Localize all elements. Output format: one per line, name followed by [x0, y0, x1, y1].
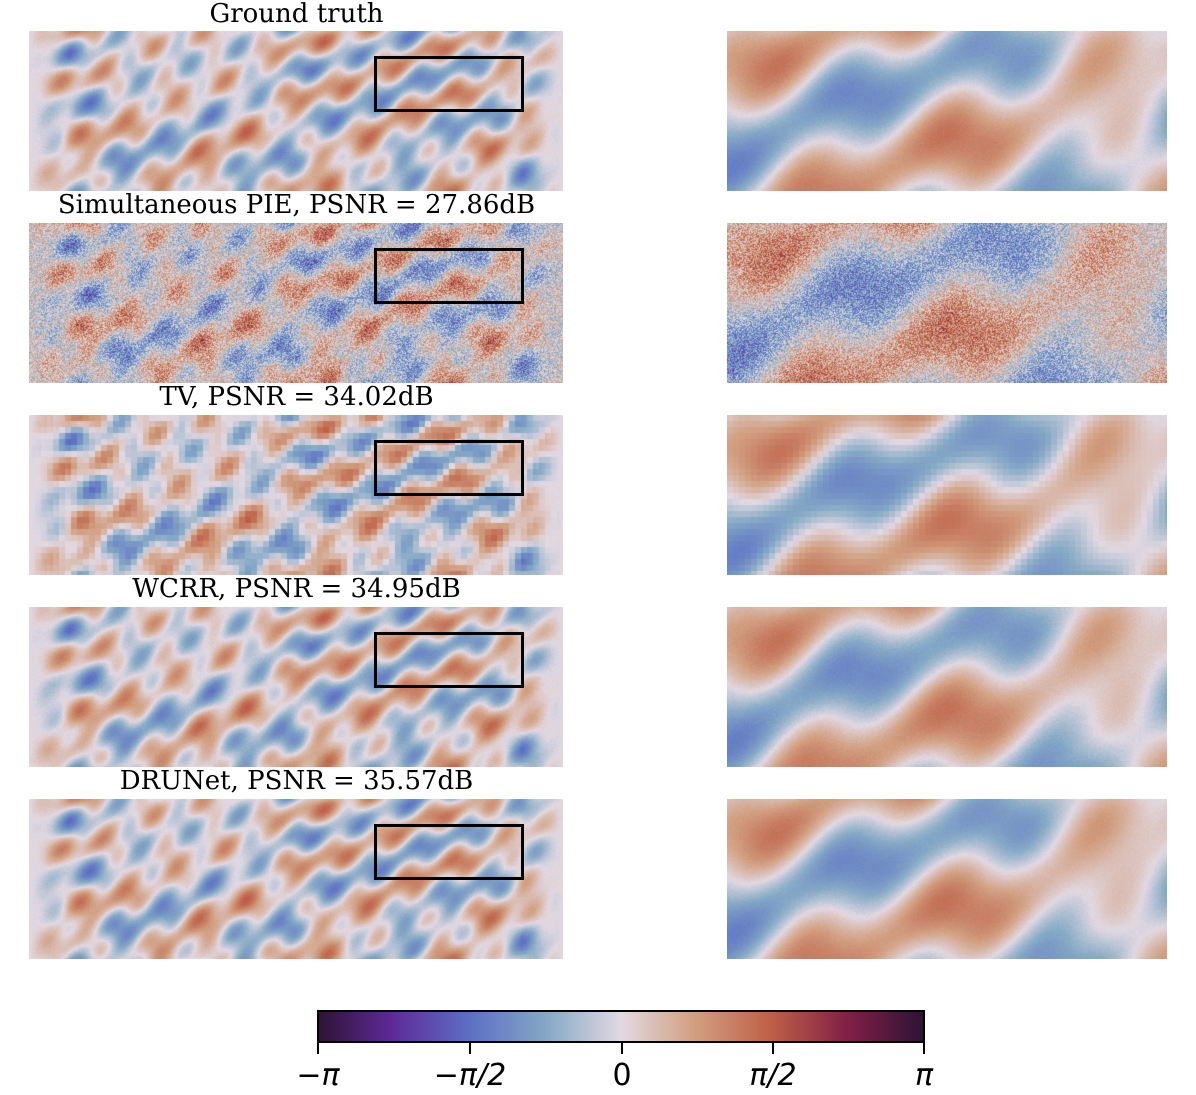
row-title-tv: TV, PSNR = 34.02dB	[159, 382, 434, 412]
colorbar-tick	[923, 1043, 925, 1054]
colorbar-tick-label: 0	[612, 1058, 632, 1093]
zoom-crop-simultaneous-pie	[727, 223, 1167, 383]
row-title-drunet: DRUNet, PSNR = 35.57dB	[119, 766, 474, 796]
colorbar-tick	[317, 1043, 319, 1054]
zoom-region-box	[374, 632, 524, 688]
zoom-crop-wcrr	[727, 607, 1167, 767]
colorbar-tick-label: π	[914, 1058, 934, 1093]
zoom-region-box	[374, 440, 524, 496]
row-title-wcrr: WCRR, PSNR = 34.95dB	[132, 574, 461, 604]
row-title-simultaneous-pie: Simultaneous PIE, PSNR = 27.86dB	[57, 190, 536, 220]
row-title-ground-truth: Ground truth	[209, 0, 384, 29]
zoom-crop-tv	[727, 415, 1167, 575]
colorbar-tick	[469, 1043, 471, 1054]
zoom-region-box	[374, 56, 524, 112]
colorbar-tick-label: −π/2	[433, 1058, 507, 1093]
zoom-region-box	[374, 824, 524, 880]
zoom-crop-ground-truth	[727, 31, 1167, 191]
colorbar-tick-label: −π	[296, 1058, 340, 1093]
colorbar-tick	[621, 1043, 623, 1054]
zoom-region-box	[374, 248, 524, 304]
zoom-crop-drunet	[727, 799, 1167, 959]
colorbar-tick	[772, 1043, 774, 1054]
colorbar	[317, 1010, 925, 1043]
colorbar-tick-label: π/2	[749, 1058, 797, 1093]
